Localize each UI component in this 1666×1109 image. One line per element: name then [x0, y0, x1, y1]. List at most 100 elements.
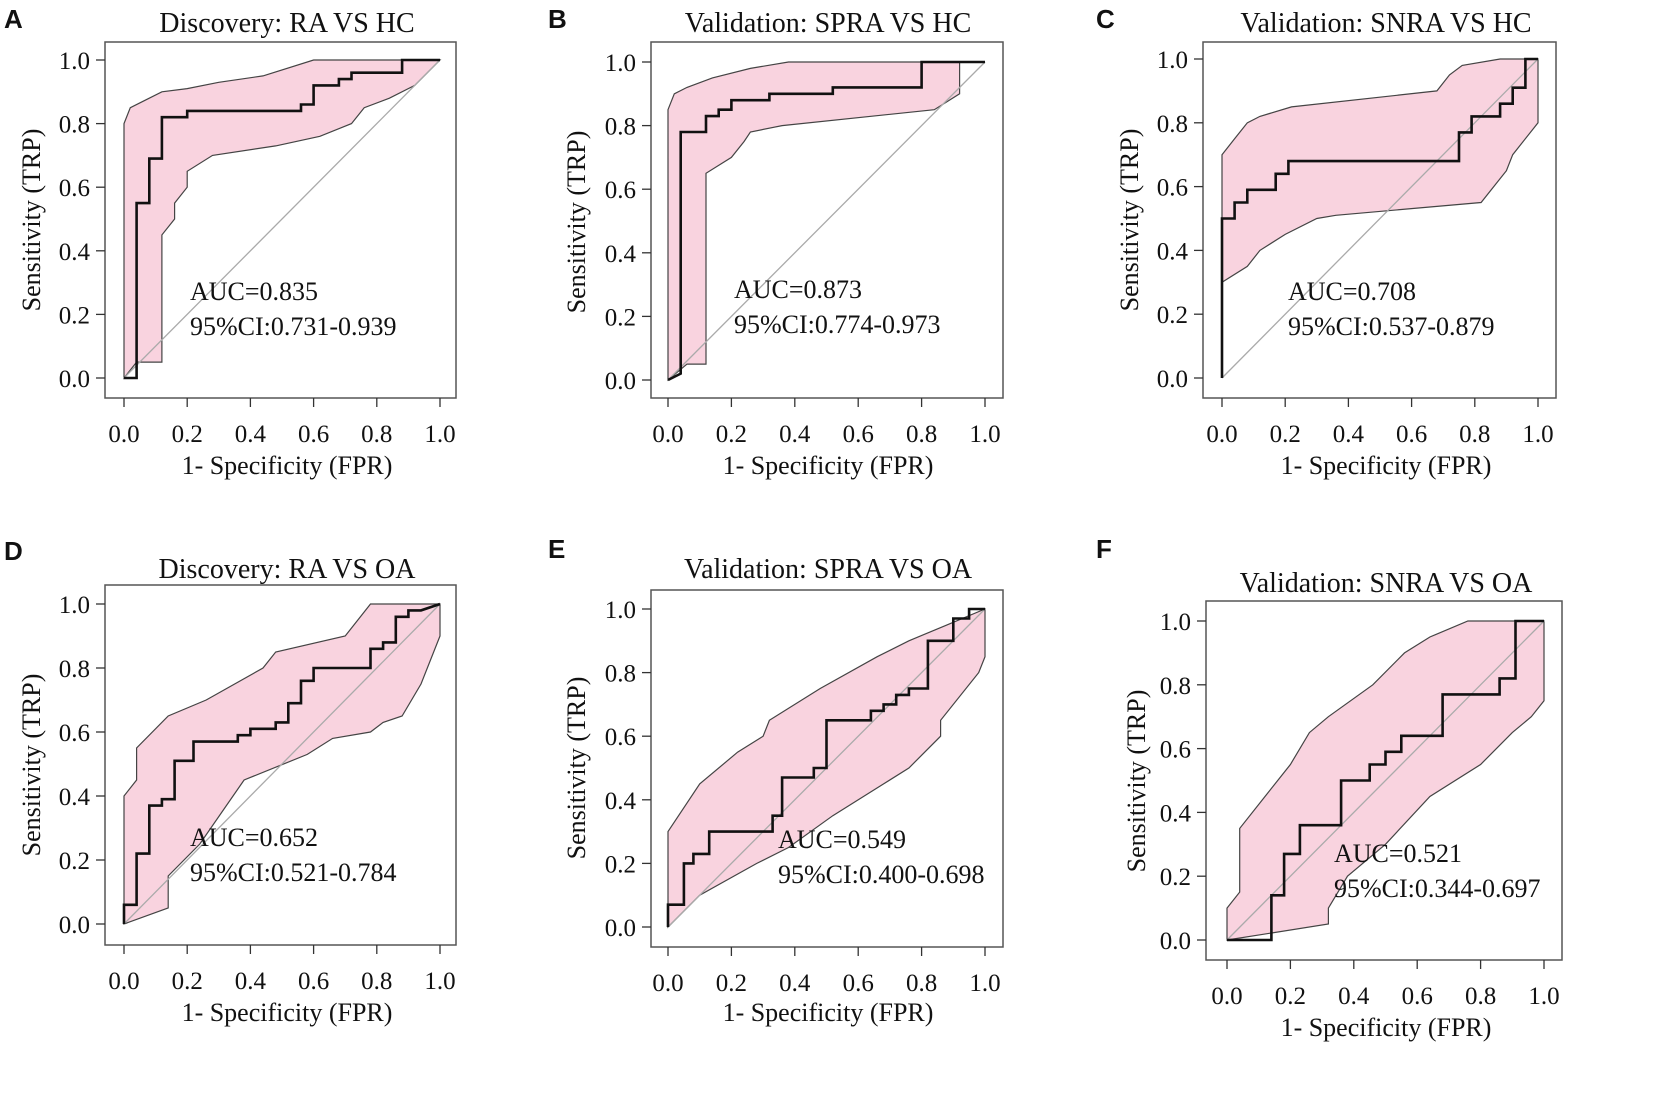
- x-tick-label: 0.0: [652, 970, 683, 997]
- x-tick-label: 0.6: [843, 421, 874, 448]
- roc-panel-c: 0.0 0.2 0.4 0.6 0.8 1.0 0.0 0.2 0.4 0.6 0.8 1.0 C Val…: [1096, 4, 1557, 480]
- ci-annotation: 95%CI:0.344-0.697: [1334, 874, 1541, 903]
- x-tick-label: 0.8: [906, 421, 937, 448]
- y-tick-label: 1.0: [1157, 47, 1188, 74]
- auc-annotation: AUC=0.873: [734, 275, 862, 304]
- y-tick-label: 0.2: [605, 851, 636, 878]
- roc-curve: [666, 607, 985, 927]
- x-tick-label: 0.4: [235, 421, 267, 448]
- x-axis-label: 1- Specificity (FPR): [1281, 451, 1492, 480]
- x-tick-label: 1.0: [969, 421, 1000, 448]
- y-tick-label: 0.6: [59, 175, 90, 202]
- x-tick-label: 0.4: [779, 970, 811, 997]
- y-tick-label: 1.0: [59, 592, 90, 619]
- x-tick-label: 1.0: [1528, 983, 1559, 1010]
- diagonal-reference-line: [1226, 620, 1545, 941]
- plot-frame: [1202, 41, 1557, 399]
- x-tick-label: 0.4: [779, 421, 811, 448]
- y-tick-label: 0.0: [1157, 366, 1188, 393]
- x-tick-label: 1.0: [1522, 421, 1553, 448]
- x-tick-label: 0.0: [1211, 983, 1242, 1010]
- auc-annotation: AUC=0.521: [1334, 839, 1462, 868]
- y-tick-label: 1.0: [1160, 609, 1191, 636]
- roc-curve: [124, 58, 440, 380]
- x-tick-label: 0.8: [906, 970, 937, 997]
- y-tick-label: 0.0: [1160, 928, 1191, 955]
- panel-title: Validation: SPRA VS OA: [684, 554, 973, 585]
- x-tick-label: 0.8: [361, 968, 392, 995]
- y-tick-label: 0.2: [59, 302, 90, 329]
- y-tick-label: 1.0: [59, 48, 90, 75]
- y-tick-label: 0.0: [605, 368, 636, 395]
- roc-curve: [1227, 619, 1544, 942]
- ci-annotation: 95%CI:0.537-0.879: [1288, 312, 1495, 341]
- y-tick-label: 1.0: [605, 597, 636, 624]
- y-axis-label: Sensitivity (TRP): [1122, 690, 1151, 873]
- y-tick-label: 0.8: [59, 656, 90, 683]
- y-axis-label: Sensitivity (TRP): [17, 674, 46, 857]
- x-tick-label: 0.0: [108, 968, 139, 995]
- panel-title: Validation: SNRA VS OA: [1240, 568, 1534, 599]
- panel-letter: A: [4, 4, 23, 34]
- y-tick-label: 0.0: [605, 915, 636, 942]
- y-tick-label: 0.4: [59, 784, 91, 811]
- panel-letter: C: [1096, 4, 1115, 34]
- y-tick-label: 0.8: [605, 661, 636, 688]
- auc-annotation: AUC=0.549: [778, 825, 906, 854]
- x-axis-label: 1- Specificity (FPR): [723, 998, 934, 1027]
- x-axis-label: 1- Specificity (FPR): [182, 451, 393, 480]
- x-tick-label: 1.0: [969, 970, 1000, 997]
- ci-annotation: 95%CI:0.731-0.939: [190, 312, 397, 341]
- roc-panel-b: 0.0 0.2 0.4 0.6 0.8 1.0 0.0 0.2 0.4 0.6 0.8 1.0 B Val…: [548, 4, 1004, 480]
- ci-band: [1221, 58, 1539, 284]
- roc-curve: [667, 60, 985, 382]
- roc-curve: [122, 602, 441, 924]
- panel-title: Validation: SPRA VS HC: [685, 8, 972, 39]
- x-tick-label: 0.6: [843, 970, 874, 997]
- panel-title: Discovery: RA VS HC: [159, 8, 414, 39]
- plot-frame: [104, 41, 457, 399]
- plot-frame: [650, 589, 1004, 948]
- auc-annotation: AUC=0.835: [190, 277, 318, 306]
- panel-letter: F: [1096, 534, 1112, 564]
- y-tick-label: 0.4: [1160, 800, 1192, 827]
- x-tick-label: 0.4: [1338, 983, 1370, 1010]
- x-tick-label: 0.2: [716, 421, 747, 448]
- diagonal-reference-line: [123, 59, 441, 379]
- panel-title: Validation: SNRA VS HC: [1240, 8, 1531, 39]
- auc-annotation: AUC=0.652: [190, 823, 318, 852]
- x-tick-label: 0.2: [716, 970, 747, 997]
- x-axis-label: 1- Specificity (FPR): [723, 451, 934, 480]
- x-tick-label: 0.6: [1396, 421, 1427, 448]
- y-tick-label: 0.6: [1160, 737, 1191, 764]
- ci-annotation: 95%CI:0.774-0.973: [734, 310, 941, 339]
- ci-band: [123, 59, 442, 380]
- y-tick-label: 0.6: [59, 720, 90, 747]
- plot-frame: [650, 41, 1004, 399]
- diagonal-reference-line: [123, 603, 441, 925]
- y-tick-label: 0.0: [59, 912, 90, 939]
- x-tick-label: 0.8: [1459, 421, 1490, 448]
- y-axis-label: Sensitivity (TRP): [17, 129, 46, 312]
- ci-annotation: 95%CI:0.400-0.698: [778, 860, 985, 889]
- roc-curve: [1220, 57, 1538, 378]
- panel-title: Discovery: RA VS OA: [159, 554, 417, 585]
- y-tick-label: 0.6: [1157, 175, 1188, 202]
- y-tick-label: 0.2: [59, 848, 90, 875]
- y-tick-label: 0.4: [605, 788, 637, 815]
- diagonal-reference-line: [667, 61, 986, 381]
- y-tick-label: 0.8: [59, 112, 90, 139]
- roc-panel-e: 0.0 0.2 0.4 0.6 0.8 1.0 0.0 0.2 0.4 0.6 0.8 1.0 E Val…: [548, 534, 1004, 1027]
- y-tick-label: 0.8: [605, 114, 636, 141]
- panel-letter: E: [548, 534, 565, 564]
- x-tick-label: 0.2: [1270, 421, 1301, 448]
- y-tick-label: 0.4: [1157, 238, 1189, 265]
- auc-annotation: AUC=0.708: [1288, 277, 1416, 306]
- plot-frame: [1205, 600, 1563, 961]
- y-tick-label: 0.4: [605, 241, 637, 268]
- roc-panel-d: 0.0 0.2 0.4 0.6 0.8 1.0 0.0 0.2 0.4 0.6 0.8 1.0 D Dis…: [4, 536, 457, 1027]
- y-tick-label: 0.2: [1160, 864, 1191, 891]
- ci-annotation: 95%CI:0.521-0.784: [190, 858, 397, 887]
- y-tick-label: 1.0: [605, 50, 636, 77]
- x-axis-label: 1- Specificity (FPR): [182, 998, 393, 1027]
